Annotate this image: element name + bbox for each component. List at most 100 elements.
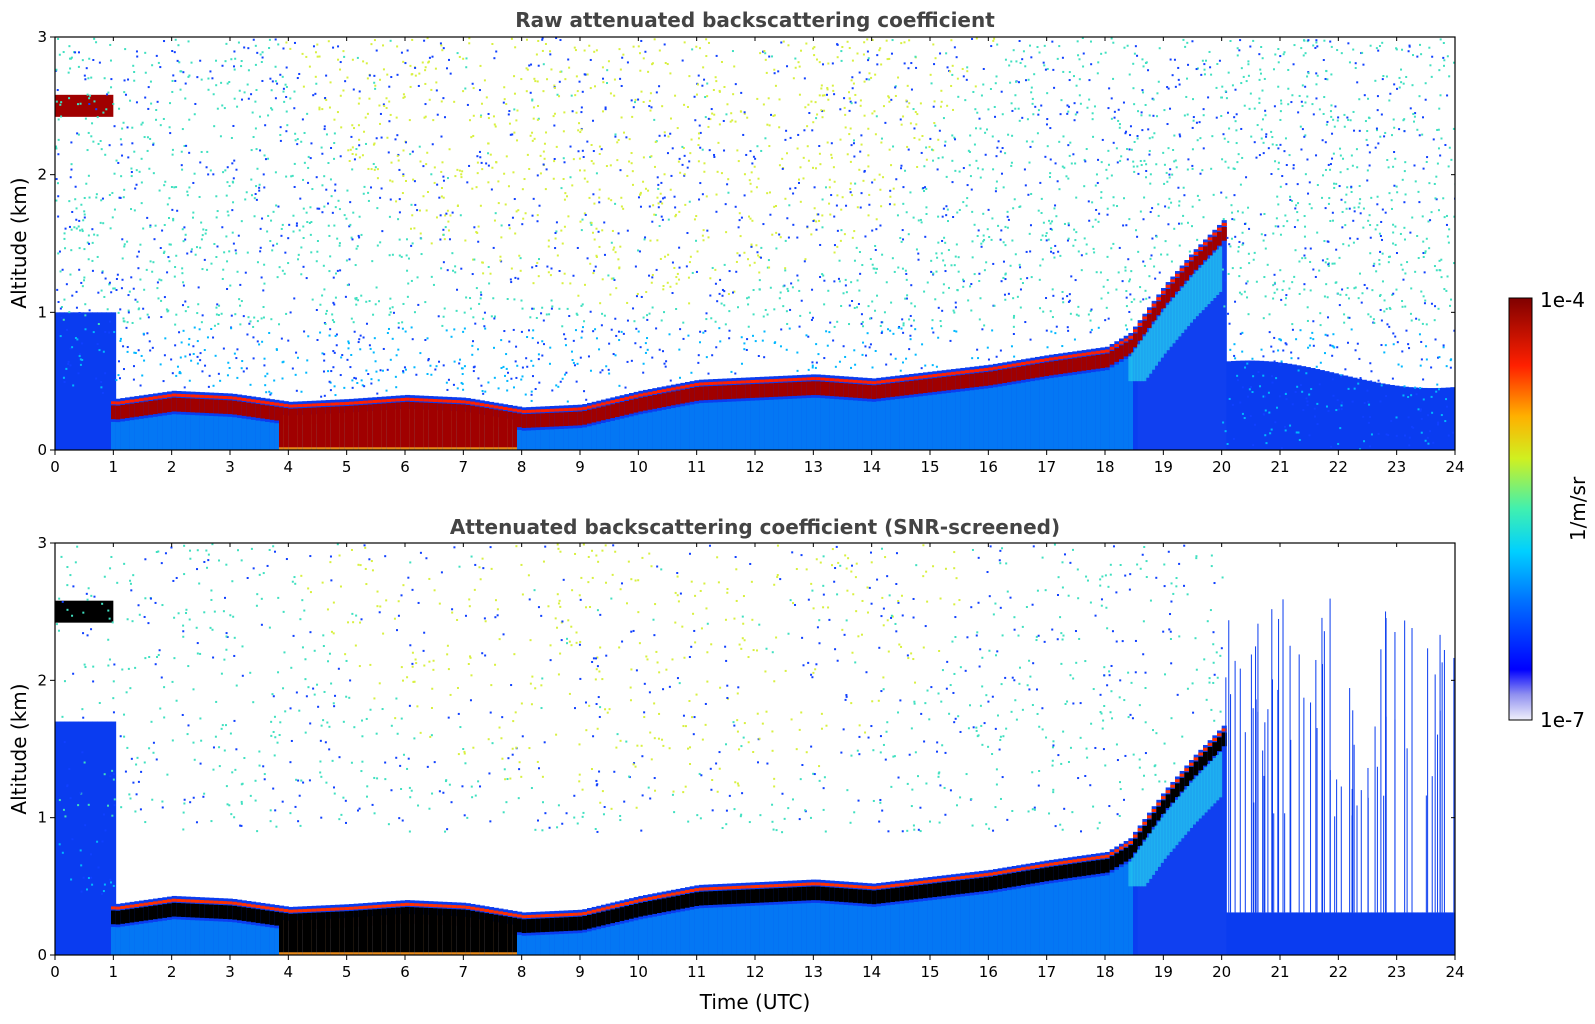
noise-pixel xyxy=(193,113,196,116)
noise-pixel xyxy=(1049,227,1052,230)
noise-pixel xyxy=(685,265,688,268)
noise-pixel xyxy=(73,226,76,229)
noise-pixel xyxy=(558,80,561,83)
noise-pixel xyxy=(1414,112,1417,115)
noise-pixel xyxy=(1430,302,1433,305)
noise-pixel xyxy=(124,93,127,96)
noise-pixel xyxy=(1021,116,1024,119)
heat-cell-edge xyxy=(755,379,761,383)
noise-pixel xyxy=(1248,227,1251,230)
noise-pixel xyxy=(174,323,177,326)
noise-pixel xyxy=(1379,135,1382,138)
heat-cell-edge xyxy=(913,376,919,380)
heat-cell-edge xyxy=(1156,297,1162,301)
heat-cell-edge xyxy=(386,399,392,403)
noise-pixel xyxy=(204,364,207,367)
noise-pixel xyxy=(327,40,330,43)
heat-cell-mid xyxy=(979,389,985,450)
noise-pixel xyxy=(258,183,261,186)
noise-pixel xyxy=(1437,423,1440,426)
noise-pixel xyxy=(1333,182,1336,185)
noise-pixel xyxy=(276,276,279,279)
noise-pixel xyxy=(1245,176,1248,179)
noise-pixel xyxy=(923,290,926,293)
heat-cell-layer xyxy=(890,383,896,397)
heat-cell-mid xyxy=(1128,356,1134,450)
noise-pixel xyxy=(1051,316,1054,319)
noise-pixel xyxy=(1418,134,1421,137)
noise-pixel xyxy=(1177,66,1180,69)
noise-pixel xyxy=(75,207,78,210)
heat-cell-mid xyxy=(185,414,191,450)
noise-pixel xyxy=(1268,313,1271,316)
noise-pixel xyxy=(637,45,640,48)
noise-pixel xyxy=(126,126,129,129)
noise-pixel xyxy=(1363,440,1366,443)
heat-cell-layer xyxy=(1133,333,1139,348)
noise-pixel xyxy=(951,64,954,67)
noise-pixel xyxy=(174,266,177,269)
noise-pixel xyxy=(559,39,562,42)
noise-pixel xyxy=(822,63,825,66)
heat-cell-low xyxy=(1431,388,1437,450)
noise-pixel xyxy=(1117,108,1120,111)
noise-pixel xyxy=(590,144,593,147)
noise-pixel xyxy=(688,261,691,264)
noise-pixel xyxy=(1141,58,1144,61)
heat-cell-layer xyxy=(829,382,835,397)
noise-pixel xyxy=(870,76,873,79)
heat-cell-mid xyxy=(871,401,877,450)
noise-pixel xyxy=(1142,65,1145,68)
noise-pixel xyxy=(1265,133,1268,136)
heat-cell-low xyxy=(78,312,84,450)
heat-cell-edge xyxy=(181,393,187,397)
noise-pixel xyxy=(458,55,461,58)
noise-pixel xyxy=(1427,442,1430,445)
noise-pixel xyxy=(545,131,548,134)
noise-pixel xyxy=(967,299,970,302)
heatmap-raw xyxy=(55,37,1455,450)
heat-cell-edge xyxy=(923,375,929,379)
noise-pixel xyxy=(81,230,84,233)
noise-pixel xyxy=(874,73,877,76)
noise-pixel xyxy=(773,68,776,71)
noise-pixel xyxy=(1053,256,1056,259)
noise-pixel xyxy=(980,94,983,97)
heat-cell-mid xyxy=(1081,373,1087,450)
noise-pixel xyxy=(595,337,598,340)
noise-pixel xyxy=(1089,310,1092,313)
heat-cell-mid xyxy=(811,397,817,450)
noise-pixel xyxy=(1438,69,1441,72)
noise-pixel xyxy=(1446,55,1449,58)
noise-pixel xyxy=(1395,288,1398,291)
heat-cell-edge xyxy=(195,394,201,398)
noise-pixel xyxy=(969,175,972,178)
noise-pixel xyxy=(1291,328,1294,331)
noise-pixel xyxy=(1237,250,1240,253)
noise-pixel xyxy=(445,212,448,215)
heat-cell-edge xyxy=(932,374,938,378)
noise-pixel xyxy=(1106,255,1109,258)
noise-pixel xyxy=(175,186,178,189)
noise-pixel xyxy=(120,143,123,146)
noise-pixel xyxy=(424,69,427,72)
noise-pixel xyxy=(675,307,678,310)
noise-pixel xyxy=(286,124,289,127)
heat-cell-edge xyxy=(260,400,266,404)
heat-cell-low xyxy=(1422,387,1428,450)
noise-pixel xyxy=(836,245,839,248)
noise-pixel xyxy=(762,315,765,318)
noise-pixel xyxy=(829,321,832,324)
noise-pixel xyxy=(939,319,942,322)
heat-cell-mid xyxy=(881,400,887,450)
noise-pixel xyxy=(610,199,613,202)
heat-cell-mid xyxy=(148,417,154,450)
noise-pixel xyxy=(1368,151,1371,154)
noise-pixel xyxy=(541,340,544,343)
heat-cell-layer xyxy=(988,371,994,386)
noise-pixel xyxy=(411,338,414,341)
noise-pixel xyxy=(688,302,691,305)
noise-pixel xyxy=(1377,49,1380,52)
noise-pixel xyxy=(750,243,753,246)
noise-pixel xyxy=(231,162,234,165)
